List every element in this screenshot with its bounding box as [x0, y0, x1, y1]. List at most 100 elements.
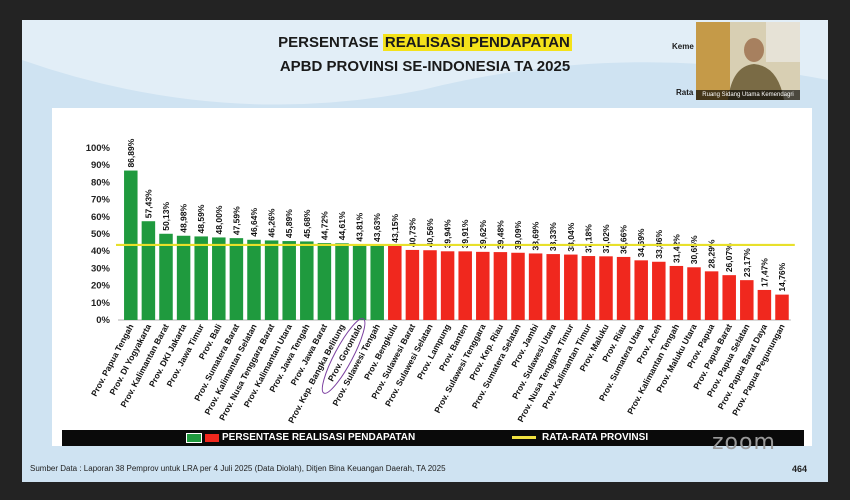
bar-5: [194, 236, 208, 320]
y-tick-label: 80%: [91, 177, 111, 188]
bar-value-label: 48,59%: [196, 204, 206, 233]
bar-25: [546, 254, 560, 320]
bar-value-label: 39,91%: [460, 219, 470, 248]
title-part1: PERSENTASE: [278, 34, 383, 51]
y-tick-label: 60%: [91, 212, 111, 223]
bar-36: [740, 280, 754, 320]
bar-13: [335, 243, 349, 320]
bar-31: [652, 261, 666, 320]
bar-24: [528, 253, 543, 320]
legend-bars-entry: PERSENTASE REALISASI PENDAPATAN: [186, 432, 415, 443]
bar-28: [599, 256, 613, 320]
video-caption: Ruang Sidang Utama Kemendagri: [696, 90, 800, 100]
title-highlight: REALISASI PENDAPATAN: [382, 34, 572, 51]
bar-value-label: 46,64%: [249, 208, 259, 237]
bar-17: [405, 249, 420, 320]
bar-value-label: 50,13%: [161, 202, 171, 231]
bar-33: [687, 267, 701, 320]
bar-value-label: 48,00%: [214, 205, 224, 234]
bar-value-label: 44,61%: [337, 211, 347, 240]
bar-value-label: 26,07%: [724, 243, 734, 272]
legend-bars-label: PERSENTASE REALISASI PENDAPATAN: [222, 432, 416, 443]
legend-line-swatch: [512, 436, 536, 439]
bar-value-label: 43,81%: [355, 212, 365, 241]
bar-value-label: 39,94%: [443, 219, 453, 248]
slide-title-line2: APBD PROVINSI SE-INDONESIA TA 2025: [279, 58, 571, 75]
y-tick-label: 20%: [91, 281, 111, 292]
page-number: 464: [792, 464, 808, 474]
bar-value-label: 38,33%: [548, 222, 558, 251]
bar-6: [212, 237, 226, 320]
bar-27: [581, 256, 596, 320]
legend-green-swatch: [186, 432, 202, 443]
y-tick-label: 30%: [91, 263, 111, 274]
bar-10: [282, 241, 296, 320]
bar-19: [440, 251, 455, 320]
bar-value-label: 43,63%: [372, 213, 382, 242]
bar-18: [423, 250, 437, 320]
zoom-logo: zoom: [712, 430, 776, 455]
bar-value-label: 44,72%: [319, 211, 329, 240]
bar-value-label: 45,68%: [302, 209, 312, 238]
bar-value-label: 38,69%: [531, 221, 541, 250]
cut-text-top: Keme: [672, 42, 694, 51]
bar-4: [176, 235, 191, 320]
bar-7: [229, 238, 244, 320]
bar-37: [757, 289, 772, 320]
bar-15: [370, 244, 384, 320]
bar-value-label: 34,69%: [636, 228, 646, 257]
bar-35: [722, 275, 736, 320]
y-tick-label: 70%: [91, 195, 111, 206]
bar-value-label: 47,59%: [231, 206, 241, 235]
bar-value-label: 45,89%: [284, 209, 294, 238]
bar-14: [352, 244, 367, 320]
bar-38: [775, 294, 789, 320]
bar-3: [159, 233, 173, 320]
bar-value-label: 39,62%: [478, 220, 488, 249]
y-tick-label: 90%: [91, 160, 111, 171]
bar-21: [476, 251, 490, 320]
bar-value-label: 57,43%: [143, 189, 153, 218]
bar-16: [388, 245, 402, 320]
bar-value-label: 14,76%: [777, 262, 787, 291]
gorontalo-circle: [321, 318, 366, 394]
bar-value-label: 28,29%: [707, 239, 717, 268]
source-note: Sumber Data : Laporan 38 Pemprov untuk L…: [30, 464, 446, 473]
bar-value-label: 36,66%: [619, 225, 629, 254]
legend-bar: PERSENTASE REALISASI PENDAPATAN RATA-RAT…: [62, 430, 804, 446]
bar-32: [669, 265, 684, 320]
cut-text-bottom: Rata: [676, 88, 694, 97]
bar-value-label: 38,04%: [566, 222, 576, 251]
bar-29: [616, 256, 631, 320]
bar-30: [634, 260, 648, 320]
bar-8: [247, 239, 261, 320]
bar-12: [317, 243, 332, 320]
bar-20: [458, 251, 472, 320]
bar-value-label: 86,89%: [126, 138, 136, 167]
y-tick-label: 50%: [91, 229, 111, 240]
bar-value-label: 37,02%: [601, 224, 611, 253]
bar-value-label: 40,73%: [407, 218, 417, 247]
bar-9: [264, 240, 279, 320]
y-tick-label: 40%: [91, 246, 111, 257]
bar-22: [493, 252, 508, 320]
bar-chart: 0%10%20%30%40%50%60%70%80%90%100% 86,89%P…: [86, 138, 795, 425]
presentation-slide: PERSENTASE REALISASI PENDAPATAN APBD PRO…: [22, 20, 828, 482]
bar-value-label: 43,15%: [390, 214, 400, 243]
bar-value-label: 39,09%: [513, 220, 523, 249]
bar-value-label: 46,26%: [267, 208, 277, 237]
bar-value-label: 39,48%: [495, 220, 505, 249]
bar-2: [141, 221, 156, 320]
bar-23: [511, 252, 525, 320]
slide-background: [22, 20, 828, 105]
bar-value-label: 48,98%: [179, 203, 189, 232]
legend-line-entry: RATA-RATA PROVINSI: [512, 432, 648, 443]
video-scene: [696, 22, 800, 100]
bar-value-label: 30,65%: [689, 235, 699, 264]
y-tick-label: 10%: [91, 298, 111, 309]
video-thumbnail[interactable]: Ruang Sidang Utama Kemendagri: [696, 22, 800, 100]
bar-value-label: 23,17%: [742, 248, 752, 277]
bar-34: [704, 271, 719, 320]
bar-value-label: 31,42%: [671, 234, 681, 263]
